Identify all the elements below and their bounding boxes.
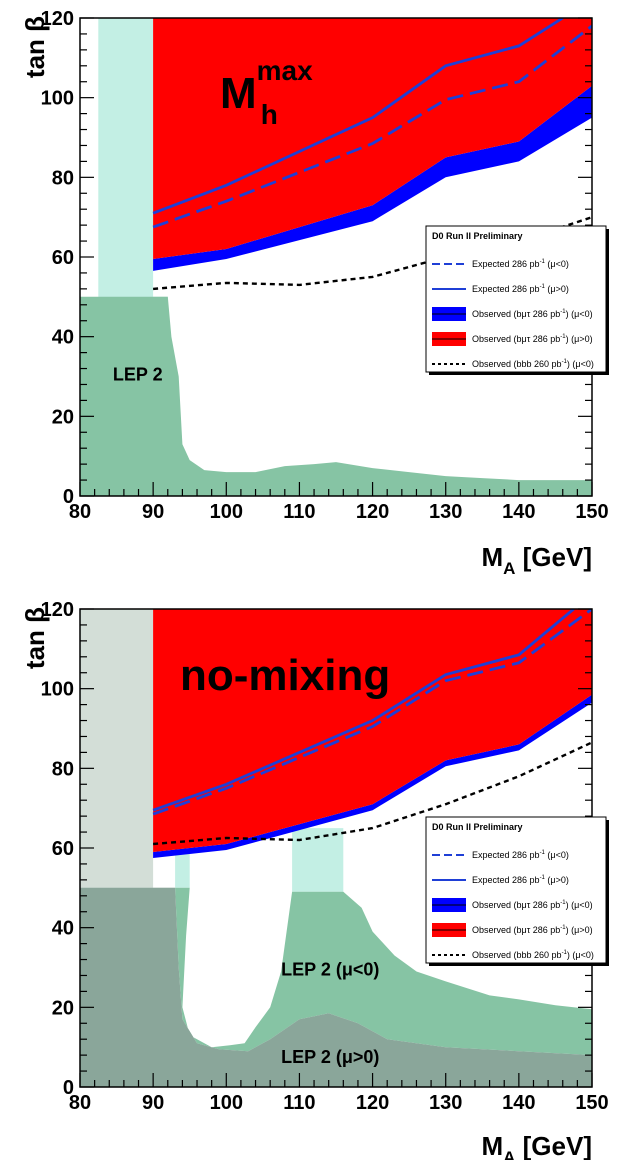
x-tick-label: 150	[575, 501, 608, 523]
y-axis-label: tan β	[20, 607, 50, 669]
region-lep_mu_gt0	[80, 887, 592, 1087]
legend: D0 Run II Preliminary Expected 286 pb-1 (…	[425, 816, 609, 966]
x-tick-label: 110	[283, 1092, 315, 1114]
y-axis-label: tan β	[20, 16, 50, 78]
legend-entry-label: Expected 286 pb-1 (μ<0)	[472, 850, 569, 860]
region-obs_red	[153, 18, 592, 259]
series-exp_mu_gt0	[152, 609, 575, 812]
x-tick-label: 100	[210, 1092, 243, 1114]
x-axis-label: MA [GeV]	[481, 542, 592, 578]
legend-entry-label: Observed (bμτ 286 pb-1) (μ<0)	[472, 900, 593, 910]
x-tick-label: 150	[575, 1092, 608, 1114]
y-tick-label: 60	[52, 247, 74, 269]
region-label: LEP 2 (μ>0)	[281, 1047, 379, 1067]
x-tick-label: 140	[502, 1092, 535, 1114]
y-tick-label: 100	[41, 679, 74, 701]
x-tick-label: 140	[502, 501, 535, 523]
y-tick-label: 60	[52, 838, 74, 860]
x-axis-label: MA [GeV]	[481, 1131, 592, 1160]
x-tick-label: 100	[210, 501, 243, 523]
series-exp_mu_lt0	[152, 609, 592, 816]
scenario-label: no-mixing	[180, 651, 390, 700]
x-tick-label: 130	[429, 1092, 462, 1114]
x-tick-label: 130	[429, 501, 462, 523]
y-tick-label: 40	[52, 327, 74, 349]
legend-entry-label: Expected 286 pb-1 (μ>0)	[472, 284, 569, 294]
legend-entry-label: Expected 286 pb-1 (μ<0)	[472, 259, 569, 269]
y-tick-label: 0	[63, 486, 74, 508]
region-lep_dark	[80, 296, 592, 496]
legend: D0 Run II Preliminary Expected 286 pb-1 (…	[425, 225, 609, 375]
x-tick-label: 80	[69, 501, 91, 523]
y-tick-label: 120	[41, 599, 74, 621]
x-tick-label: 80	[69, 1092, 91, 1114]
region-obs_red	[153, 609, 592, 852]
legend-entry-label: Observed (bμτ 286 pb-1) (μ<0)	[472, 309, 593, 319]
x-tick-label: 120	[356, 501, 389, 523]
legend-entry-label: Observed (bbb 260 pb-1) (μ<0)	[472, 950, 594, 960]
region-lep_mu_lt0	[175, 887, 592, 1056]
plot-area	[80, 18, 592, 496]
region-label: LEP 2 (μ<0)	[281, 959, 379, 979]
y-tick-label: 0	[63, 1077, 74, 1099]
x-tick-label: 110	[283, 501, 315, 523]
series-obs_bbb	[153, 741, 592, 846]
x-tick-label: 90	[142, 501, 164, 523]
legend-box	[425, 816, 607, 964]
series-exp_mu_gt0	[152, 18, 564, 215]
plot-area	[80, 609, 592, 1087]
legend-title: D0 Run II Preliminary	[432, 231, 523, 241]
y-tick-label: 80	[52, 758, 74, 780]
region-label: LEP 2	[113, 364, 163, 384]
scenario-label: Mmax h	[220, 55, 313, 130]
x-tick-label: 120	[356, 1092, 389, 1114]
y-tick-label: 120	[41, 8, 74, 30]
y-tick-label: 20	[52, 997, 74, 1019]
legend-entry-label: Observed (bbb 260 pb-1) (μ<0)	[472, 359, 594, 369]
panel-mhmax: 80 90 100 110 120 130 140 150020406080100120tan…	[20, 8, 609, 578]
legend-entry-label: Expected 286 pb-1 (μ>0)	[472, 875, 569, 885]
x-tick-label: 90	[142, 1092, 164, 1114]
region-lep_light_right	[292, 828, 344, 892]
series-exp_mu_lt0	[152, 24, 592, 229]
panel-no-mixing: 80 90 100 110 120 130 140 150020406080100120tan…	[20, 599, 609, 1160]
y-tick-label: 20	[52, 406, 74, 428]
legend-box	[425, 225, 607, 373]
legend-entry-label: Observed (bμτ 286 pb-1) (μ>0)	[472, 925, 593, 935]
y-tick-label: 100	[41, 88, 74, 110]
y-tick-label: 80	[52, 167, 74, 189]
y-tick-label: 40	[52, 918, 74, 940]
legend-entry-label: Observed (bμτ 286 pb-1) (μ>0)	[472, 334, 593, 344]
legend-title: D0 Run II Preliminary	[432, 822, 523, 832]
